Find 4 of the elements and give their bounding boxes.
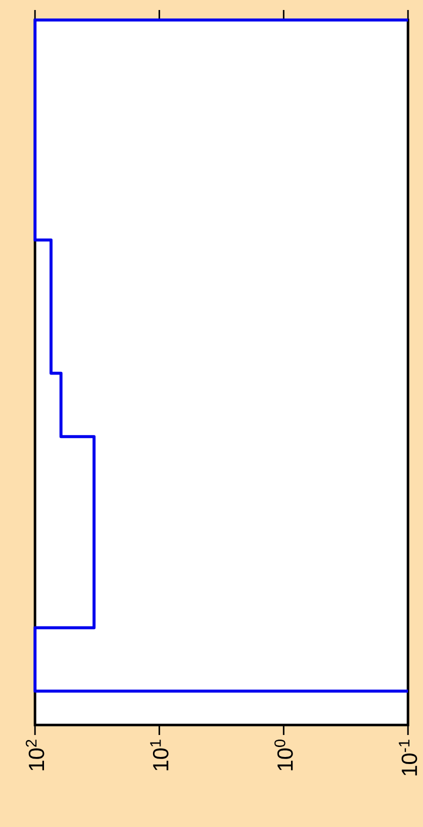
x-tick-label: 10$^{0}$ xyxy=(274,740,293,770)
x-tick-label: 10$^{1}$ xyxy=(150,740,168,770)
x-tick-label: 10$^{-1}$ xyxy=(398,740,418,776)
x-tick-label: 10$^{2}$ xyxy=(26,740,44,770)
